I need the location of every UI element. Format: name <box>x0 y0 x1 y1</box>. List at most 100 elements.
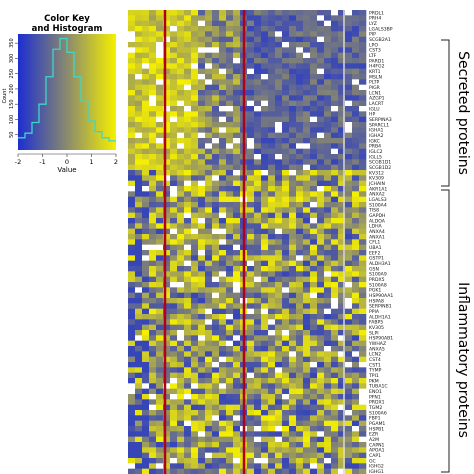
heatmap-cell <box>135 346 143 352</box>
heatmap-cell <box>142 42 150 48</box>
heatmap-cell <box>303 122 311 128</box>
heatmap-cell <box>226 383 234 389</box>
heatmap-cell <box>352 218 360 224</box>
heatmap-cell <box>233 175 241 181</box>
heatmap-cell <box>191 31 199 37</box>
heatmap-cell <box>359 143 367 149</box>
heatmap-cell <box>191 319 199 325</box>
heatmap-cell <box>205 122 213 128</box>
heatmap-cell <box>163 218 171 224</box>
heatmap-cell <box>156 196 164 203</box>
heatmap-cell <box>359 303 367 309</box>
heatmap-cell <box>331 95 339 101</box>
heatmap-cell <box>359 239 367 245</box>
heatmap-cell <box>135 239 143 245</box>
heatmap-cell <box>247 463 255 469</box>
heatmap-cell <box>205 399 213 405</box>
heatmap-cell <box>289 90 297 96</box>
heatmap-cell <box>142 170 150 176</box>
heatmap-cell <box>219 340 227 347</box>
heatmap-cell <box>170 308 178 315</box>
heatmap-cell <box>247 282 255 288</box>
heatmap-cell <box>324 175 332 181</box>
heatmap-cell <box>317 314 325 320</box>
heatmap-cell <box>219 378 227 384</box>
heatmap-cell <box>352 74 360 80</box>
heatmap-cell <box>310 26 318 32</box>
heatmap-cell <box>170 340 178 347</box>
heatmap-cell <box>135 399 143 405</box>
heatmap-cell <box>163 308 171 315</box>
heatmap-cell <box>212 276 220 283</box>
heatmap-cell <box>170 212 178 219</box>
heatmap-cell <box>338 239 346 245</box>
heatmap-cell <box>170 68 178 75</box>
heatmap-cell <box>261 399 269 405</box>
heatmap-cell <box>296 410 304 416</box>
heatmap-cell <box>128 138 136 144</box>
heatmap-cell <box>331 410 339 416</box>
heatmap-cell <box>156 303 164 309</box>
heatmap-cell <box>219 68 227 75</box>
heatmap-cell <box>212 159 220 165</box>
heatmap-cell <box>142 276 150 283</box>
heatmap-cell <box>268 271 276 277</box>
heatmap-cell <box>310 260 318 267</box>
heatmap-cell <box>282 111 290 117</box>
heatmap-cell <box>338 228 346 235</box>
heatmap-cell <box>219 196 227 203</box>
heatmap-cell <box>359 31 367 37</box>
heatmap-cell <box>317 207 325 213</box>
heatmap-cell <box>254 74 262 80</box>
heatmap-row-label: FABP5 <box>369 320 383 326</box>
heatmap-cell <box>128 186 136 192</box>
heatmap-cell <box>303 58 311 64</box>
heatmap-cell <box>282 431 290 437</box>
heatmap-cell <box>156 20 164 27</box>
heatmap-cell <box>205 351 213 357</box>
heatmap-cell <box>352 276 360 283</box>
heatmap-cell <box>205 207 213 213</box>
heatmap-cell <box>135 111 143 117</box>
heatmap-cell <box>156 319 164 325</box>
heatmap-cell <box>177 202 185 208</box>
heatmap-cell <box>163 388 171 395</box>
heatmap-cell <box>163 255 171 261</box>
heatmap-row-label: S100A9 <box>369 272 387 278</box>
heatmap-cell <box>128 431 136 437</box>
heatmap-cell <box>163 234 171 240</box>
heatmap-cell <box>233 10 241 16</box>
heatmap-cell <box>282 10 290 16</box>
heatmap-cell <box>289 132 297 139</box>
heatmap-cell <box>212 116 220 123</box>
heatmap-cell <box>359 266 367 272</box>
heatmap-cell <box>128 95 136 101</box>
heatmap-cell <box>338 36 346 43</box>
heatmap-cell <box>310 180 318 187</box>
heatmap-cell <box>275 239 283 245</box>
heatmap-cell <box>163 394 171 400</box>
heatmap-row-label: IGKC <box>369 138 380 144</box>
heatmap-cell <box>205 266 213 272</box>
color-key-y-tick-label: 350 <box>9 38 15 48</box>
heatmap-cell <box>226 399 234 405</box>
heatmap-cell <box>303 191 311 197</box>
heatmap-cell <box>205 159 213 165</box>
heatmap-cell <box>268 367 276 373</box>
heatmap-cell <box>345 52 353 59</box>
heatmap-cell <box>303 287 311 293</box>
heatmap-cell <box>345 47 353 53</box>
heatmap-cell <box>331 266 339 272</box>
heatmap-cell <box>261 138 269 144</box>
heatmap-cell <box>289 436 297 443</box>
heatmap-cell <box>289 351 297 357</box>
heatmap-cell <box>149 26 157 32</box>
heatmap-cell <box>261 170 269 176</box>
heatmap-cell <box>324 20 332 27</box>
heatmap-cell <box>128 271 136 277</box>
heatmap-row-label: LYZ <box>369 21 377 27</box>
heatmap-cell <box>226 319 234 325</box>
heatmap-cell <box>184 351 192 357</box>
heatmap-cell <box>268 106 276 112</box>
heatmap-cell <box>296 266 304 272</box>
